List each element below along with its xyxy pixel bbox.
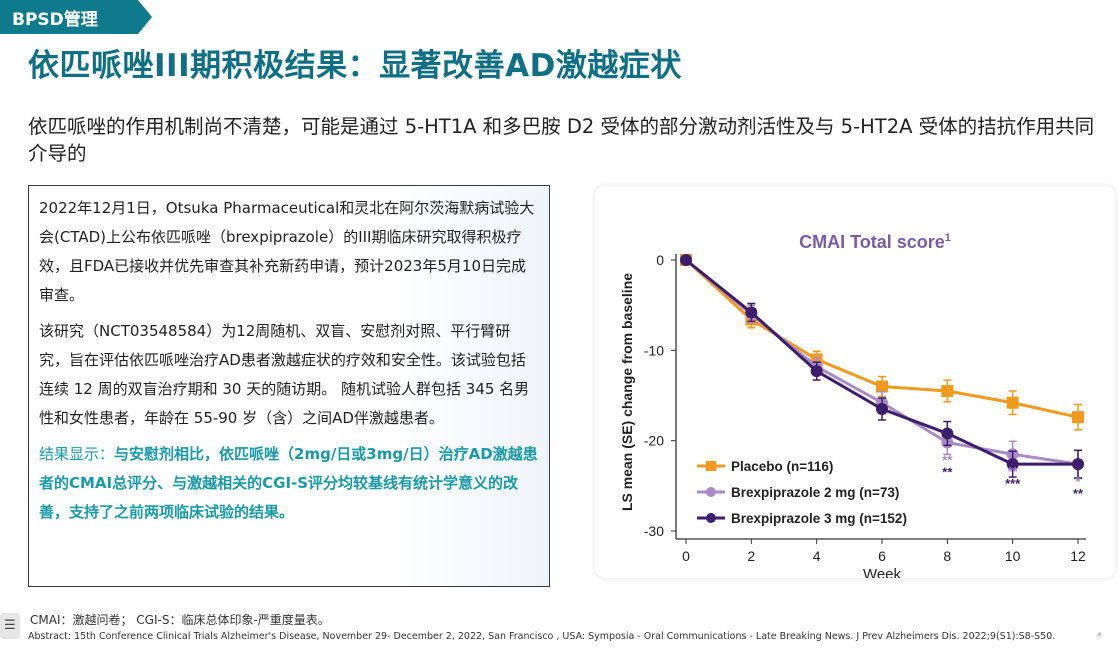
chart-title-text: CMAI Total score — [799, 232, 945, 252]
chart-axes: 0 2 4 6 8 10 12 0 -10 -20 -30 — [644, 252, 1086, 564]
data-point — [1072, 458, 1084, 471]
y-tick-label: -10 — [644, 342, 664, 358]
data-point — [810, 365, 823, 378]
legend-swatch-marker — [706, 487, 716, 497]
y-tick-label: -20 — [644, 433, 664, 449]
slide-subtitle: 依匹哌唑的作用机制尚不清楚，可能是通过 5-HT1A 和多巴胺 D2 受体的部分… — [28, 115, 1095, 165]
y-tick-label: 0 — [656, 252, 664, 268]
chart-title-superscript: 1 — [945, 232, 951, 244]
section-tag-label: BPSD管理 — [12, 10, 98, 30]
significance-3mg: *** — [1005, 476, 1021, 491]
x-tick-label: 6 — [878, 548, 886, 564]
chart-plot-area: **** ***** *** — [680, 254, 1084, 501]
x-tick-label: 10 — [1005, 548, 1021, 564]
data-point — [876, 380, 888, 393]
data-point — [1006, 458, 1019, 471]
slide-nav-marker: * — [1097, 631, 1102, 642]
significance-3mg: ** — [942, 464, 953, 479]
result-paragraph: 结果显示：与安慰剂相比，依匹哌唑（2mg/日或3mg/日）治疗AD激越患者的CM… — [39, 440, 539, 527]
slide-menu-icon[interactable]: ☰ — [0, 613, 20, 639]
summary-paragraph-2b: 该试验包括连续 12 周的双盲治疗期和 30 天的随访期。 随机试验人群包括 3… — [39, 351, 530, 427]
footnote-source: Abstract: 15th Conference Clinical Trial… — [28, 631, 1056, 642]
x-tick-label: 4 — [813, 548, 821, 564]
series-line — [685, 258, 1078, 466]
data-point — [876, 403, 888, 416]
legend-swatch-marker — [706, 513, 716, 523]
result-prefix: 结果显示： — [39, 445, 115, 463]
cmai-line-chart: 0 2 4 6 8 10 120-10-20-30 **** ***** *** Placebo… — [619, 232, 1086, 583]
chart-ylabel: LS mean (SE) change from baseline — [619, 273, 635, 511]
legend-label: Brexpiprazole 2 mg (n=73) — [731, 485, 899, 500]
x-tick-label: 0 — [682, 548, 690, 564]
significance-3mg: ** — [1073, 486, 1084, 501]
chart-legend: Placebo (n=116) Brexpiprazole 2 mg (n=73)… — [697, 459, 907, 526]
summary-paragraph-1: 2022年12月1日，Otsuka Pharmaceutical和灵北在阿尔茨海… — [39, 199, 535, 304]
legend-label: Brexpiprazole 3 mg (n=152) — [731, 511, 907, 526]
result-highlight: 与安慰剂相比，依匹哌唑（2mg/日或3mg/日）治疗AD激越患者的CMAI总评分… — [39, 445, 538, 521]
summary-paragraph-2: 该研究（NCT03548584）为12周随机、双盲、安慰剂对照、平行臂研究，旨在… — [39, 317, 539, 433]
chart-panel: 0 2 4 6 8 10 12 0 -10 -20 -30 ** ** ** *** * ** Placebo… — [595, 186, 1115, 583]
chart-title: CMAI Total score1 — [799, 232, 951, 252]
data-point — [1072, 411, 1084, 424]
summary-paragraph-2a: 该研究（NCT03548584）为12周随机、双盲、安慰剂对照、平行臂研究，旨在… — [39, 322, 511, 369]
legend-label: Placebo (n=116) — [731, 459, 833, 474]
data-point — [941, 427, 954, 440]
significance-2mg: ** — [942, 452, 953, 467]
summary-textbox: 2022年12月1日，Otsuka Pharmaceutical和灵北在阿尔茨海… — [28, 185, 550, 587]
slide-title: 依匹哌唑III期积极结果：显著改善AD激越症状 — [28, 48, 682, 84]
significance-2mg: * — [1075, 474, 1081, 489]
data-point — [745, 306, 758, 319]
x-tick-label: 12 — [1070, 548, 1086, 564]
chart-xlabel: Week — [863, 566, 902, 578]
series-line — [685, 258, 1079, 466]
section-tag: BPSD管理 — [0, 0, 152, 34]
footnote-abbreviations: CMAI：激越问卷； CGI-S：临床总体印象-严重度量表。 — [30, 613, 330, 627]
x-tick-label: 8 — [943, 548, 951, 564]
data-point — [1006, 396, 1019, 409]
data-point — [680, 254, 692, 266]
legend-swatch-marker — [706, 461, 716, 471]
x-tick-label: 2 — [747, 548, 755, 564]
y-tick-label: -30 — [644, 523, 664, 539]
significance-2mg: ** — [1008, 464, 1019, 479]
data-point — [941, 384, 954, 397]
